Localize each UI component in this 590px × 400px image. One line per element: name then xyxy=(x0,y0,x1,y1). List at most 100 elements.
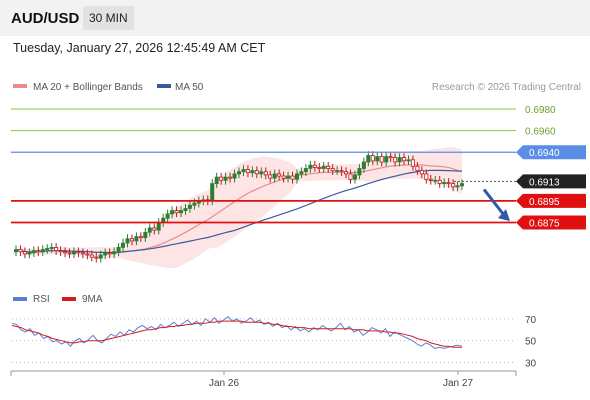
candle-body xyxy=(259,171,264,175)
candle-body xyxy=(401,157,406,162)
forecast-arrow-shaft xyxy=(482,188,506,217)
candle-body xyxy=(335,170,340,173)
candle-body xyxy=(277,173,282,177)
candle-body xyxy=(375,156,380,162)
candle-body xyxy=(254,170,259,175)
candle-body xyxy=(272,173,277,179)
candle-body xyxy=(379,156,384,163)
candle-body xyxy=(31,250,36,254)
candle-body xyxy=(446,182,451,185)
level-tag-0.6875 xyxy=(516,215,586,230)
candle-body xyxy=(317,166,322,169)
candle-body xyxy=(263,171,268,176)
candle-body xyxy=(352,174,357,180)
candle-body xyxy=(89,254,94,258)
candle-body xyxy=(428,178,433,181)
candle-body xyxy=(433,179,438,182)
candle-body xyxy=(129,238,134,242)
candle-body xyxy=(348,173,353,180)
rsi-plot: 70 50 30 xyxy=(11,315,537,370)
candle-body xyxy=(125,238,130,244)
candle-body xyxy=(49,246,54,249)
candle-body xyxy=(294,173,299,180)
level-label-0.6875: 0.6875 xyxy=(529,219,560,230)
candle-body xyxy=(393,157,398,163)
candle-body xyxy=(245,169,250,174)
ma50-legend-swatch xyxy=(157,84,171,88)
candle-body xyxy=(121,242,126,248)
candle-body xyxy=(330,168,335,172)
ma9-legend-swatch xyxy=(62,297,76,301)
candle-body xyxy=(236,171,241,175)
candle-body xyxy=(187,204,192,209)
rsi-ma9-line xyxy=(11,320,462,348)
candle-body xyxy=(134,236,139,242)
candle-body xyxy=(406,159,411,162)
candle-body xyxy=(419,170,424,175)
candle-body xyxy=(103,252,108,256)
candle-body xyxy=(165,213,170,219)
candle-body xyxy=(76,251,81,254)
candle-body xyxy=(152,227,157,231)
rsi-legend-swatch xyxy=(13,297,27,301)
candle-body xyxy=(286,175,291,179)
candle-body xyxy=(13,249,18,253)
candle-body xyxy=(321,165,326,169)
instrument-title: AUD/USD xyxy=(11,10,80,27)
candle-body xyxy=(228,176,233,179)
candle-body xyxy=(138,236,143,239)
candle-body xyxy=(72,251,77,255)
candle-body xyxy=(241,169,246,173)
last-price-tag xyxy=(516,174,586,189)
candle-body xyxy=(214,176,219,185)
candle-body xyxy=(455,185,460,188)
time-tick-label: Jan 26 xyxy=(209,378,239,389)
ma50-legend-label: MA 50 xyxy=(175,82,204,93)
level-label-0.6895: 0.6895 xyxy=(529,197,560,208)
level-tag-0.6895 xyxy=(516,193,586,208)
ma20-legend-swatch xyxy=(13,84,27,88)
candle-body xyxy=(232,173,237,179)
candle-body xyxy=(268,174,273,179)
level-label-0.6960: 0.6960 xyxy=(525,127,556,138)
time-axis: Jan 26 Jan 27 xyxy=(209,371,473,389)
candle-body xyxy=(54,246,59,251)
candle-body xyxy=(424,173,429,180)
chart-datetime: Tuesday, January 27, 2026 12:45:49 AM CE… xyxy=(13,41,266,55)
candle-body xyxy=(410,159,415,167)
candle-body xyxy=(361,161,366,169)
candle-body xyxy=(459,183,464,187)
candle-body xyxy=(308,164,313,169)
timeframe-badge[interactable]: 30 MIN xyxy=(83,6,134,30)
forecast-arrow-head xyxy=(498,209,510,222)
candle-body xyxy=(63,251,68,254)
last-price-label: 0.6913 xyxy=(529,177,560,188)
candle-body xyxy=(451,183,456,188)
candle-body xyxy=(388,156,393,159)
candle-body xyxy=(219,176,224,181)
price-plot xyxy=(13,147,464,269)
candle-body xyxy=(94,256,99,259)
candle-body xyxy=(178,210,183,214)
candle-body xyxy=(366,155,371,163)
candle-body xyxy=(36,250,41,253)
candle-body xyxy=(40,249,45,253)
candle-body xyxy=(22,251,27,255)
candle-body xyxy=(156,222,161,231)
candle-body xyxy=(299,171,304,175)
candle-body xyxy=(18,249,23,253)
candle-body xyxy=(116,246,121,253)
level-label-0.6940: 0.6940 xyxy=(529,148,560,159)
rsi-tick-30: 30 xyxy=(525,359,537,370)
candle-body xyxy=(27,252,32,255)
candle-body xyxy=(45,248,50,251)
price-levels: 0.6980 0.6960 0.6940 0.6895 0.6875 0.6913 xyxy=(11,105,586,230)
candle-body xyxy=(290,175,295,180)
level-tag-0.6940 xyxy=(516,145,586,160)
candle-body xyxy=(312,164,317,168)
candle-body xyxy=(415,165,420,172)
candle-body xyxy=(192,202,197,206)
candle-body xyxy=(143,231,148,239)
candle-body xyxy=(303,168,308,173)
level-label-0.6980: 0.6980 xyxy=(525,105,556,116)
